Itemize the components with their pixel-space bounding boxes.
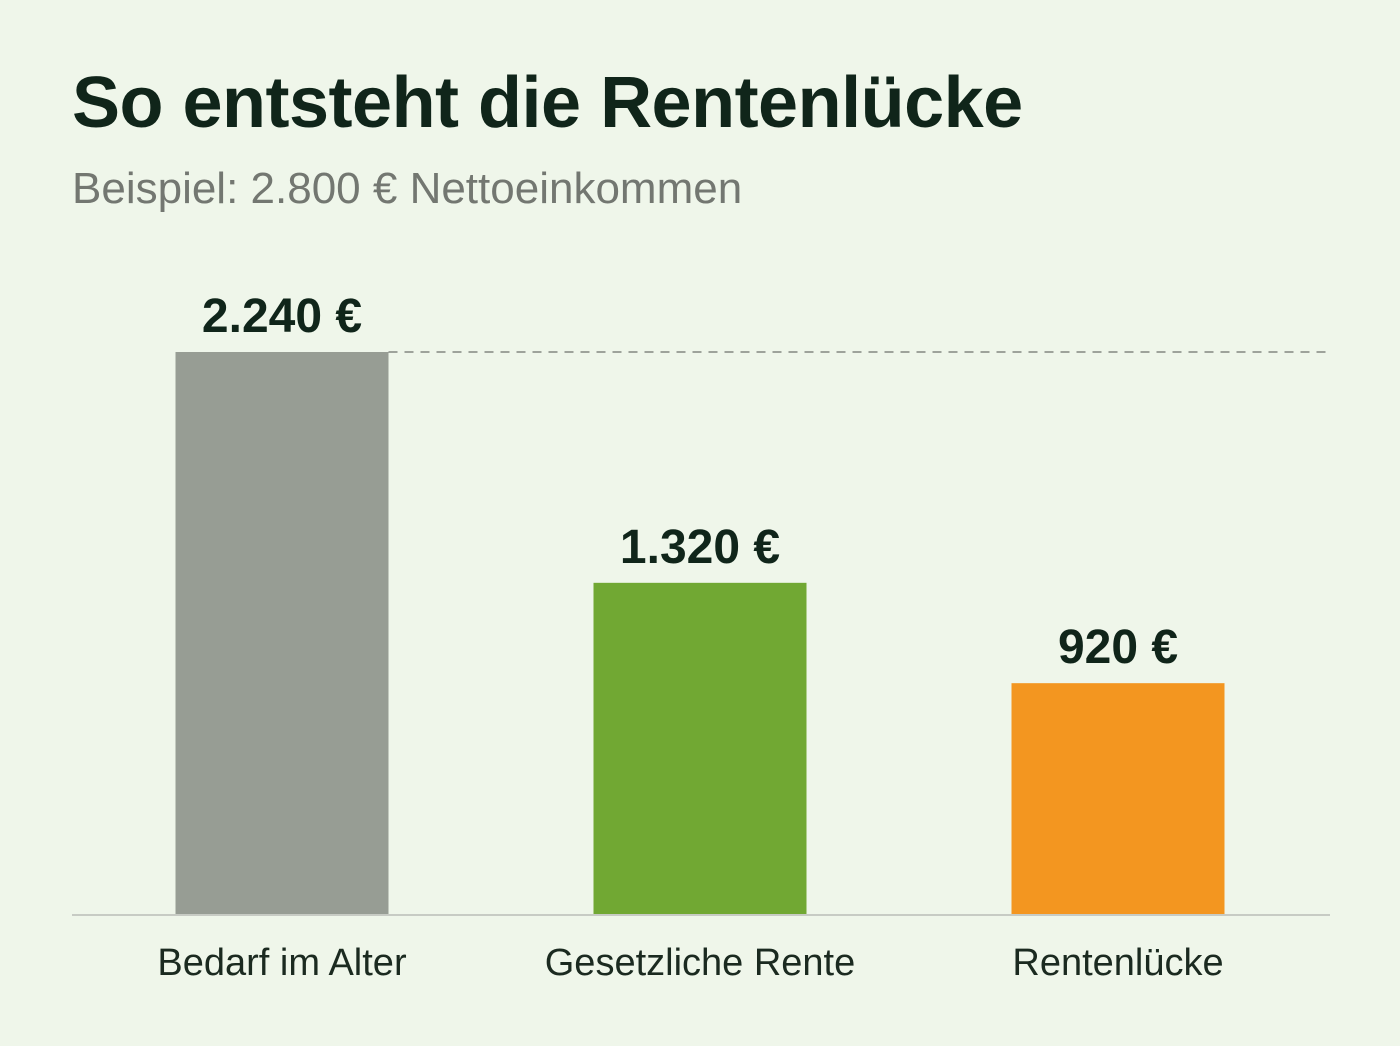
bar — [593, 582, 807, 914]
bar — [1011, 683, 1225, 914]
category-label: Rentenlücke — [1012, 942, 1223, 984]
chart-subtitle: Beispiel: 2.800 € Nettoeinkommen — [72, 164, 743, 213]
bar — [175, 352, 389, 914]
bar-value-label: 2.240 € — [202, 290, 362, 343]
chart-title: So entsteht die Rentenlücke — [72, 63, 1023, 143]
category-label: Bedarf im Alter — [157, 942, 407, 984]
bar-value-label: 920 € — [1058, 621, 1178, 674]
category-label: Gesetzliche Rente — [545, 942, 856, 984]
bar-value-label: 1.320 € — [620, 521, 780, 574]
